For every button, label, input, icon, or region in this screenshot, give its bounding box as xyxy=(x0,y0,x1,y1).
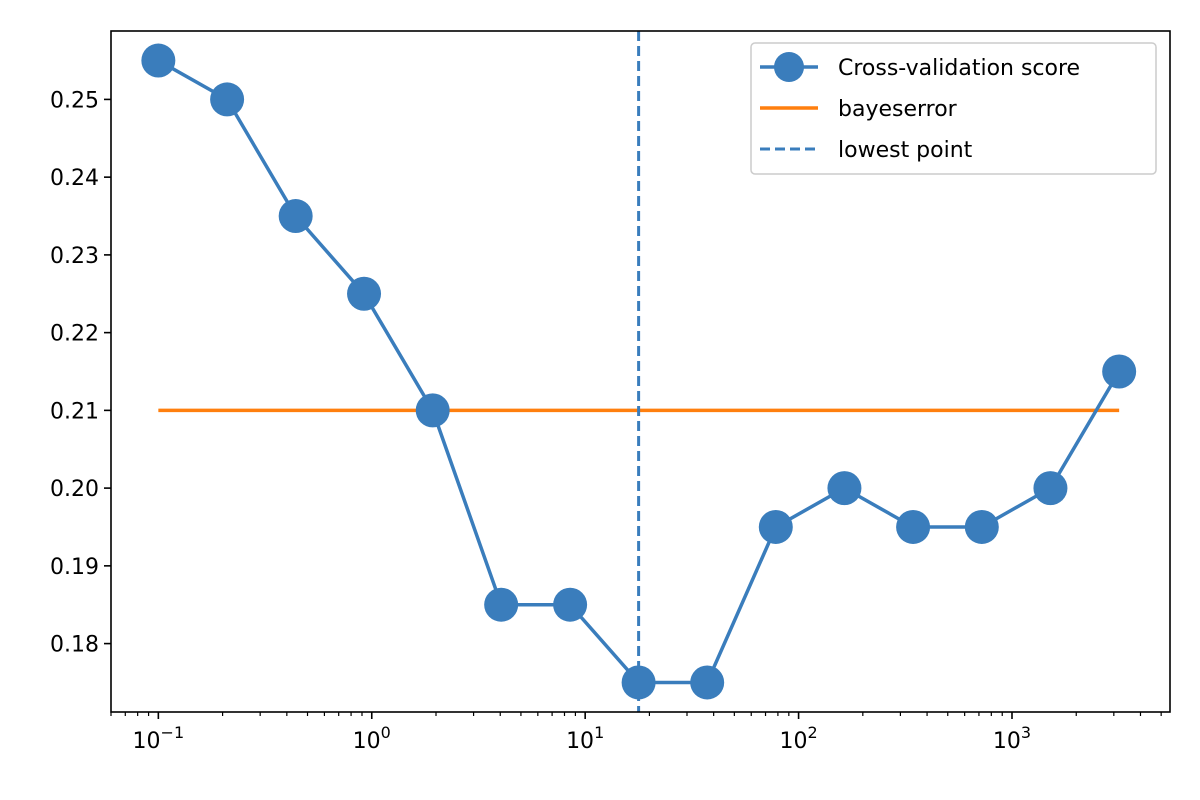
y-tick-label: 0.21 xyxy=(50,399,99,424)
plot-frame xyxy=(110,30,1171,713)
x-tick-label: 100 xyxy=(353,723,391,754)
x-tick-label: 102 xyxy=(779,723,817,754)
y-tick-label: 0.25 xyxy=(50,88,99,113)
y-tick-label: 0.24 xyxy=(50,166,99,191)
y-tick-label: 0.23 xyxy=(50,244,99,269)
y-tick-label: 0.18 xyxy=(50,633,99,658)
data-point-cross-validation xyxy=(896,509,931,544)
legend-label-cv: Cross-validation score xyxy=(838,56,1080,81)
legend-label-bayeserror: bayeserror xyxy=(838,97,958,122)
y-tick-label: 0.22 xyxy=(50,322,99,347)
data-point-cross-validation xyxy=(758,509,793,544)
x-tick-label: 10−1 xyxy=(133,723,185,754)
data-point-cross-validation xyxy=(827,471,862,506)
plot-area xyxy=(141,31,1137,712)
data-point-cross-validation xyxy=(1102,354,1137,389)
data-point-cross-validation xyxy=(621,665,656,700)
data-point-cross-validation xyxy=(141,43,176,78)
y-tick-label: 0.19 xyxy=(50,555,99,580)
legend-label-lowest-point: lowest point xyxy=(838,138,973,163)
data-point-cross-validation xyxy=(347,276,382,311)
data-point-cross-validation xyxy=(553,587,588,622)
y-tick-label: 0.20 xyxy=(50,477,99,502)
data-point-cross-validation xyxy=(278,199,313,234)
legend: Cross-validation score bayeserror lowest… xyxy=(750,42,1157,175)
data-point-cross-validation xyxy=(1033,471,1068,506)
data-point-cross-validation xyxy=(415,393,450,428)
legend-handle-cv-marker xyxy=(774,52,804,82)
axes: 0.18 0.19 0.20 0.21 0.22 0.23 0.24 0.25 10−1 100 1… xyxy=(50,88,1162,754)
legend-frame xyxy=(750,42,1157,175)
data-point-cross-validation xyxy=(210,82,245,117)
data-point-cross-validation xyxy=(964,509,999,544)
data-point-cross-validation xyxy=(690,665,725,700)
x-tick-label: 103 xyxy=(993,723,1031,754)
data-point-cross-validation xyxy=(484,587,519,622)
x-tick-label: 101 xyxy=(566,723,604,754)
